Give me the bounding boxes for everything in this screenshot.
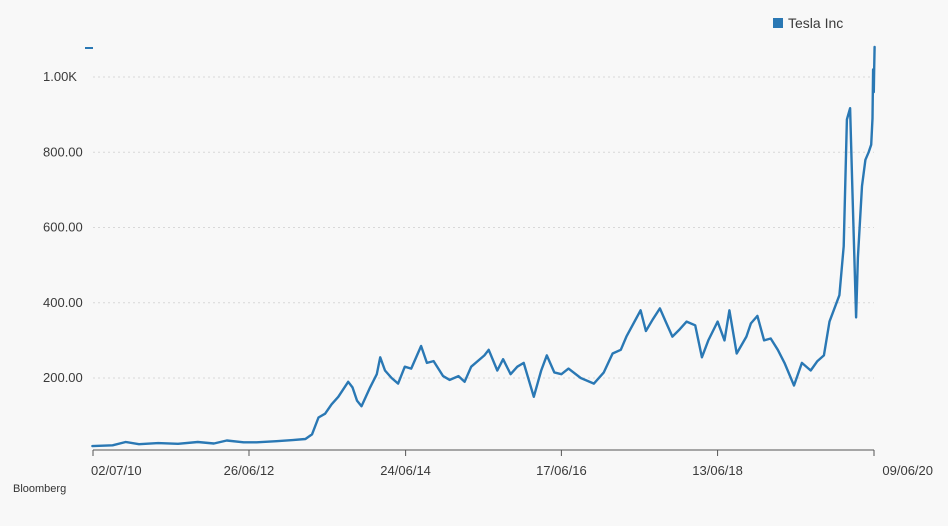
series-line-0[interactable]: [91, 45, 876, 448]
y-tick-label-0: 200.00: [43, 370, 83, 385]
x-tick-label-3: 17/06/16: [536, 463, 587, 478]
x-tick-label-4: 13/06/18: [692, 463, 743, 478]
y-tick-label-3: 800.00: [43, 144, 83, 159]
x-tick-label-5: 09/06/20: [882, 463, 933, 478]
y-axis: 200.00 400.00 600.00 800.00 1.00K: [43, 47, 93, 385]
series-lines: [91, 45, 876, 448]
x-axis: 02/07/10 26/06/12 24/06/14 17/06/16 13/06/18…: [91, 449, 933, 478]
x-tick-label-0: 02/07/10: [91, 463, 142, 478]
x-tick-label-1: 26/06/12: [224, 463, 275, 478]
legend-swatch-tesla: [773, 18, 783, 28]
y-tick-label-1: 400.00: [43, 295, 83, 310]
grid-lines: [93, 76, 874, 379]
legend-label-tesla: Tesla Inc: [788, 15, 844, 31]
y-tick-label-4: 1.00K: [43, 69, 77, 84]
x-tick-label-2: 24/06/14: [380, 463, 431, 478]
source-label: Bloomberg: [13, 483, 67, 495]
legend[interactable]: Tesla Inc: [773, 15, 843, 31]
y-tick-label-2: 600.00: [43, 220, 83, 235]
